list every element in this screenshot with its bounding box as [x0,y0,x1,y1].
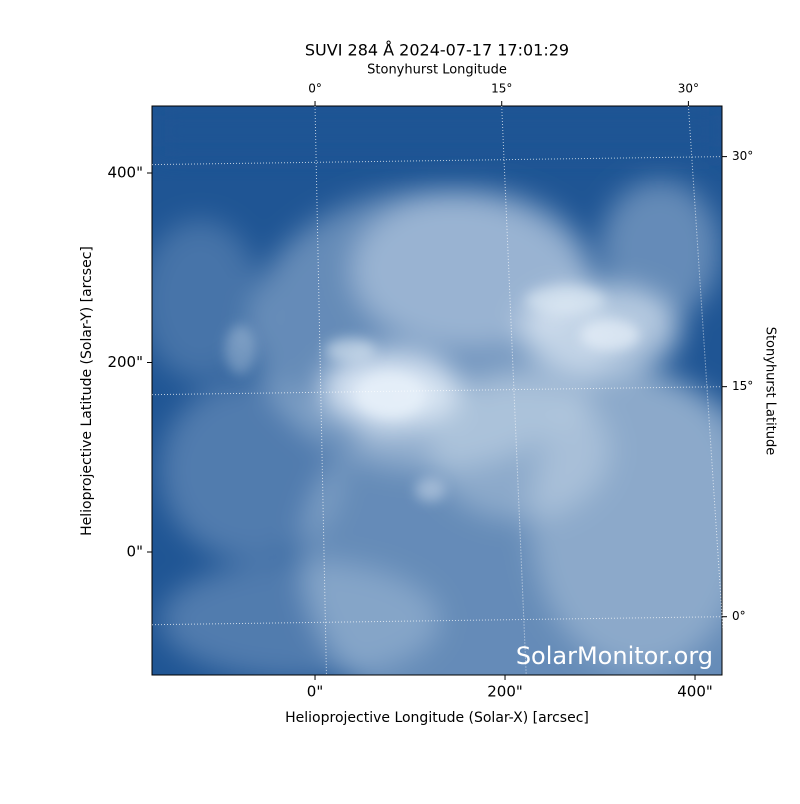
texture-blob [525,286,605,314]
grid-line [501,105,527,676]
x2-tick-label: 15° [491,82,512,96]
dark-band [152,106,722,156]
y2-tick-label: 30° [732,149,753,163]
texture-blob [430,380,610,520]
x2-tick-label: 0° [308,82,322,96]
y-tick-label: 400" [107,163,143,181]
texture-blob [350,190,590,350]
watermark: SolarMonitor.org [516,642,713,670]
grid-line [314,105,327,676]
texture-blob [160,380,340,560]
texture-blob [325,338,375,362]
texture-blob [225,325,255,375]
grid-line [151,386,723,396]
plot-frame [151,105,723,676]
y2-tick-label: 15° [732,379,753,393]
y-tick-label: 200" [107,353,143,371]
grid-line [151,616,723,626]
y-tick-label: 0" [127,543,143,561]
x-tick-label: 0" [307,683,323,701]
grid-line [151,156,723,166]
texture-blob [415,478,445,502]
x2-tick-label: 30° [678,82,699,96]
texture-blob [580,319,640,351]
chart-title: SUVI 284 Å 2024-07-17 17:01:29 [305,41,569,60]
texture-fine [225,286,640,502]
texture-blob [600,180,720,320]
x-axis-label: Helioprojective Longitude (Solar-X) [arc… [285,710,589,726]
x-tick-label: 200" [487,683,523,701]
texture-blob [160,560,440,675]
x-tick-label: 400" [677,683,713,701]
solar-image [152,106,722,675]
texture-blob [355,373,425,417]
x2-axis-label: Stonyhurst Longitude [367,63,507,78]
grid-line [687,105,727,676]
y-axis-label: Helioprojective Latitude (Solar-Y) [arcs… [79,246,95,536]
y2-axis-label: Stonyhurst Latitude [763,327,778,456]
texture [152,180,722,675]
y2-tick-label: 0° [732,609,746,623]
